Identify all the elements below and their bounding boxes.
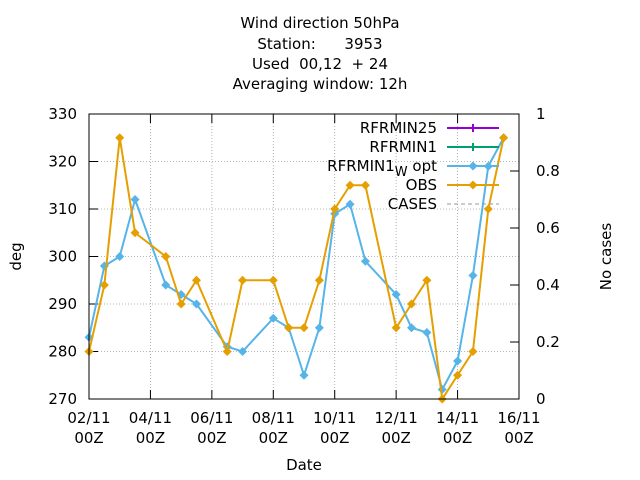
y2-tick-label: 1 [536, 105, 546, 123]
data-point [360, 180, 370, 190]
data-point [268, 313, 278, 323]
chart-title-line-1: Wind direction 50hPa [240, 14, 400, 32]
data-point [222, 346, 232, 357]
series-line [88, 137, 505, 402]
legend-label: RFRMIN25 [360, 119, 437, 137]
legend-label: OBS [406, 176, 437, 194]
y-tick-label: 320 [48, 153, 77, 171]
x-tick-label-hour: 00Z [443, 429, 472, 447]
series-line [88, 137, 505, 393]
data-point [299, 370, 309, 380]
x-axis-label: Date [286, 456, 322, 474]
legend-label: CASES [388, 195, 437, 213]
legend-label: RFRMIN1 [369, 138, 437, 156]
data-point [330, 209, 340, 219]
data-point [99, 280, 109, 290]
data-point [453, 370, 463, 380]
x-tick-label-hour: 00Z [381, 429, 410, 447]
y-tick-label: 310 [48, 200, 77, 218]
y2-tick-label: 0.4 [536, 276, 560, 294]
data-point [406, 323, 417, 333]
data-point [284, 323, 294, 333]
data-point [191, 275, 202, 285]
x-tick-label-hour: 00Z [136, 429, 165, 447]
x-tick-label: 14/11 [436, 409, 479, 427]
y2-tick-label: 0.2 [536, 333, 560, 351]
x-tick-label: 06/11 [190, 409, 233, 427]
data-point [391, 323, 401, 333]
y2-tick-label: 0.8 [536, 162, 560, 180]
data-point [468, 346, 478, 357]
axis-labels: 270 280 290 300 310 320 330 0 0.2 0.4 0.6 0.8 1 02/11… [7, 105, 615, 474]
y-tick-label: 300 [48, 248, 77, 266]
grid [89, 114, 519, 399]
data-point [422, 275, 432, 285]
y-tick-label: 290 [48, 295, 77, 313]
y-axis-label: deg [7, 242, 25, 270]
x-tick-label: 10/11 [313, 409, 356, 427]
legend-entry: RFRMIN1W opt [327, 157, 499, 180]
axis-ticks [88, 113, 520, 400]
data-point [314, 323, 324, 333]
data-point [130, 228, 140, 238]
legend-entry: OBS [406, 176, 499, 194]
data-point [314, 275, 324, 285]
data-point [238, 346, 248, 357]
chart-title-line-3: Used 00,12 + 24 [252, 55, 388, 73]
data-point [130, 194, 140, 205]
x-tick-label: 04/11 [129, 409, 172, 427]
series-rfrmin1-w-opt [84, 133, 509, 395]
y2-tick-label: 0 [536, 390, 546, 408]
data-point [360, 256, 370, 266]
y2-tick-label: 0.6 [536, 219, 560, 237]
data-point [483, 204, 493, 214]
data-point [468, 270, 478, 281]
x-tick-label-hour: 00Z [197, 429, 226, 447]
plot-border [88, 113, 520, 400]
data-point [468, 161, 478, 171]
x-tick-label-hour: 00Z [320, 429, 349, 447]
chart-title-line-2: Station: 3953 [257, 35, 383, 53]
legend-label: RFRMIN1W opt [327, 157, 437, 180]
data-point [453, 356, 463, 366]
data-point [499, 133, 509, 143]
data-point [299, 323, 309, 333]
data-point [161, 280, 171, 290]
data-point [468, 180, 478, 190]
legend-entry: CASES [388, 195, 499, 213]
plot-frame [88, 113, 520, 400]
data-point [238, 275, 248, 285]
chart-title-line-4: Averaging window: 12h [232, 75, 408, 93]
x-tick-label: 08/11 [252, 409, 295, 427]
data-point [115, 133, 125, 143]
data-point [176, 299, 186, 309]
x-tick-label: 16/11 [497, 409, 540, 427]
legend-entry: RFRMIN25 [360, 119, 499, 137]
y-tick-label: 330 [48, 105, 77, 123]
data-point [422, 327, 432, 338]
data-point [268, 275, 278, 285]
x-tick-label: 02/11 [67, 409, 110, 427]
data-point [345, 199, 355, 209]
series-layer [84, 133, 509, 404]
data-point [191, 299, 202, 309]
y-tick-label: 270 [48, 390, 77, 408]
data-point [330, 204, 340, 214]
data-point [391, 289, 401, 300]
x-tick-label: 12/11 [375, 409, 418, 427]
data-point [115, 251, 125, 262]
data-point [345, 180, 355, 190]
data-point [406, 299, 417, 309]
x-tick-label-hour: 00Z [259, 429, 288, 447]
series-obs [84, 133, 509, 404]
x-tick-label-hour: 00Z [504, 429, 533, 447]
data-point [161, 251, 171, 262]
legend-entry: RFRMIN1 [369, 138, 499, 156]
y-tick-label: 280 [48, 343, 77, 361]
y2-axis-label: No cases [597, 223, 615, 291]
x-tick-label-hour: 00Z [74, 429, 103, 447]
